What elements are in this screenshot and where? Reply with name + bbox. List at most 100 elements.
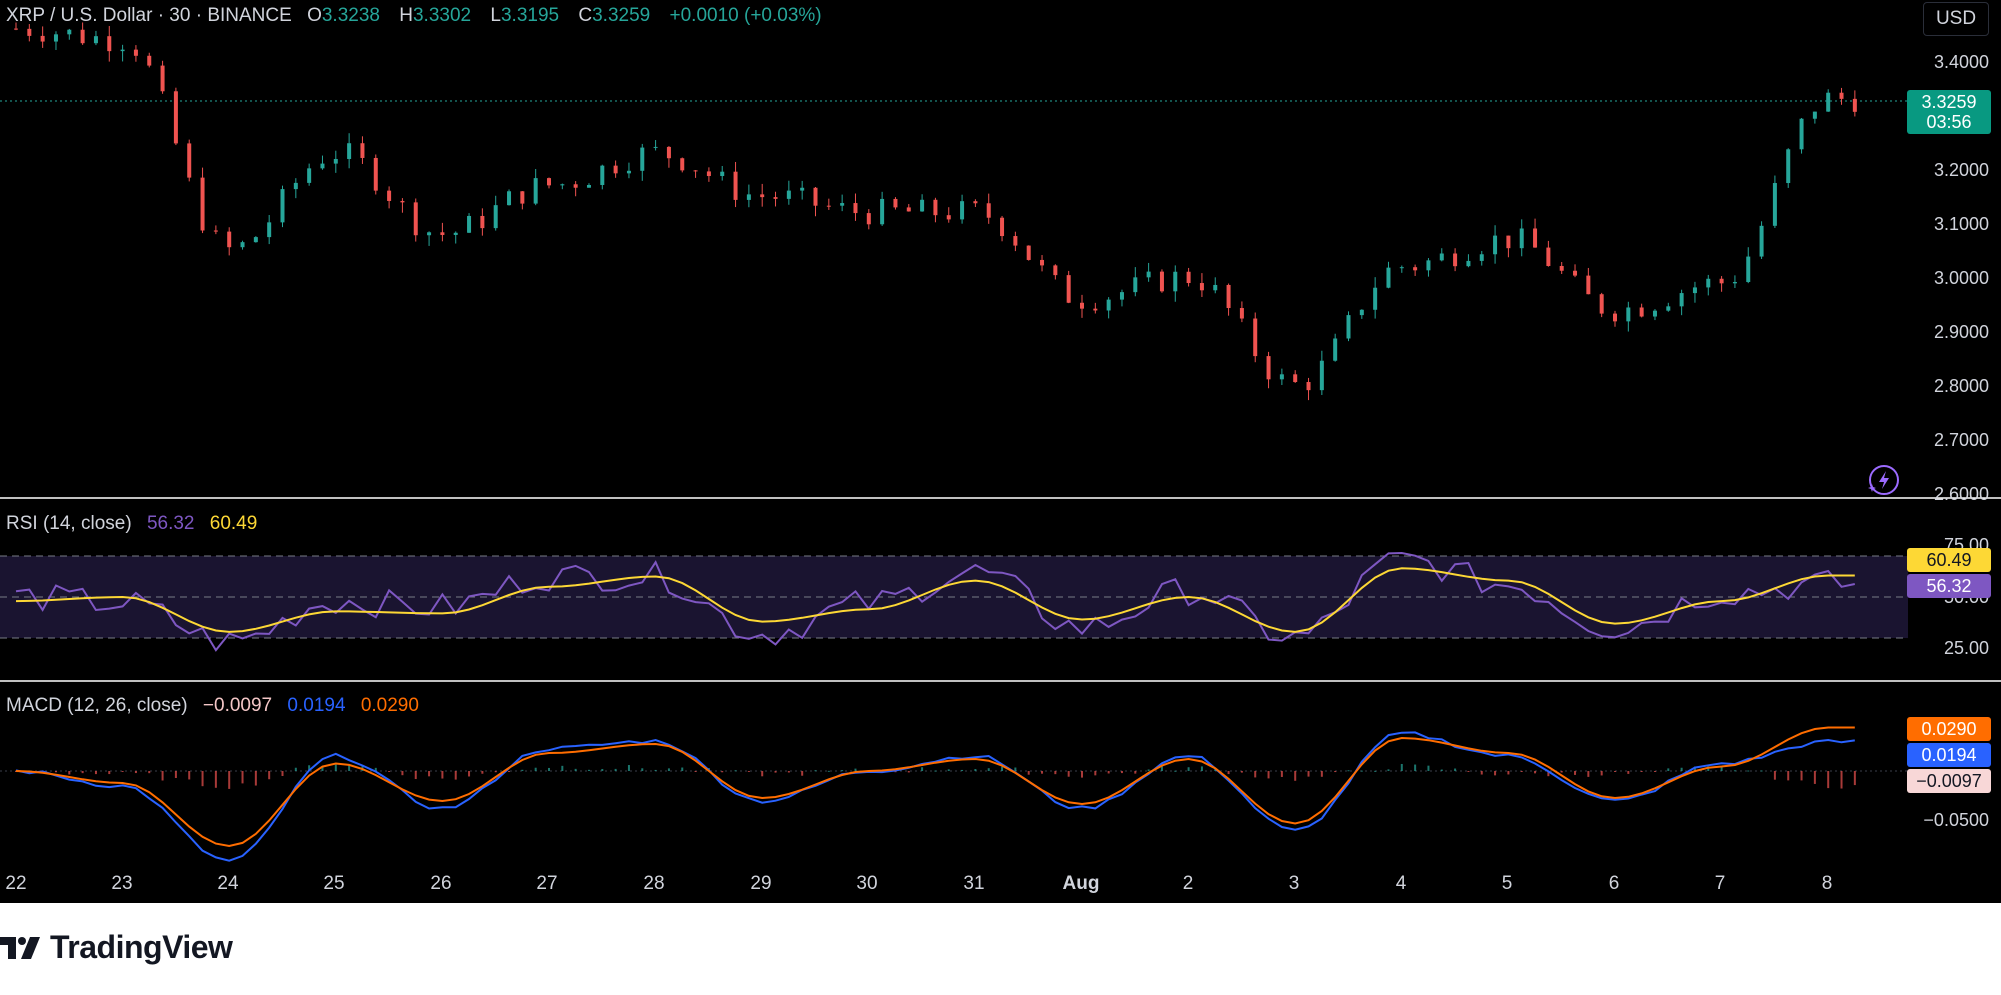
histogram-bar: [134, 771, 137, 774]
price-tick: 3.0000: [1933, 268, 1989, 288]
candle-body: [1000, 217, 1005, 237]
histogram-bar: [441, 771, 444, 779]
histogram-bar: [481, 771, 484, 774]
candle-body: [1186, 271, 1191, 284]
time-tick: 4: [1395, 873, 1407, 894]
candle-body: [1746, 256, 1751, 282]
symbol-title[interactable]: XRP / U.S. Dollar · 30 · BINANCE: [6, 5, 292, 26]
candle-body: [1026, 245, 1031, 260]
candle-body: [1826, 92, 1831, 112]
candle-body: [173, 91, 178, 144]
candle-body: [1426, 260, 1431, 271]
low-label: L: [490, 5, 501, 26]
histogram-bar: [1041, 771, 1044, 774]
histogram-bar: [1787, 771, 1790, 781]
candle-body: [1106, 299, 1111, 311]
lightning-icon[interactable]: [1868, 465, 1899, 495]
rsi-badge: 56.32: [1907, 574, 1991, 598]
candle-body: [387, 190, 392, 201]
tradingview-logo[interactable]: TradingView: [0, 929, 233, 966]
candle-body: [1293, 374, 1298, 383]
candle-body: [1719, 278, 1724, 284]
signal-line: [15, 726, 1855, 848]
histogram-bar: [1120, 771, 1123, 774]
candle-body: [1772, 183, 1777, 226]
histogram-bar: [161, 771, 164, 781]
candle-body: [1239, 308, 1244, 319]
candle-body: [507, 191, 512, 206]
last-price-badge[interactable]: 3.3259 03:56: [1907, 90, 1991, 134]
histogram-bar: [1813, 771, 1816, 784]
histogram-bar: [1653, 771, 1656, 772]
candle-body: [213, 230, 218, 232]
candle-body: [1839, 92, 1844, 99]
histogram-bar: [1494, 771, 1497, 776]
candle-body: [920, 199, 925, 212]
candle-body: [1133, 277, 1138, 293]
candle-body: [53, 34, 58, 42]
histogram-bar: [681, 767, 684, 771]
macd-histogram: [15, 763, 1856, 789]
macd-tick: −0.0500: [1923, 810, 1989, 830]
candle-body: [906, 207, 911, 212]
candle-body: [826, 205, 831, 207]
histogram-bar: [1507, 771, 1510, 775]
time-tick: Aug: [1062, 873, 1100, 894]
rsi-legend-label[interactable]: RSI (14, close): [6, 513, 132, 534]
time-tick: 3: [1288, 873, 1300, 894]
tradingview-logo-icon: [0, 936, 40, 959]
open-value: 3.3238: [321, 5, 380, 26]
candle-body: [1319, 360, 1324, 391]
histogram-bar: [1773, 771, 1776, 780]
histogram-bar: [1840, 771, 1843, 789]
histogram-bar: [1534, 771, 1537, 774]
candle-body: [973, 201, 978, 204]
histogram-bar: [148, 771, 151, 774]
candle-body: [1080, 302, 1084, 309]
candle-body: [40, 35, 45, 42]
histogram-bar: [921, 767, 924, 771]
candle-body: [493, 205, 498, 229]
time-tick: 8: [1821, 873, 1833, 894]
currency-button[interactable]: USD: [1923, 2, 1989, 36]
histogram-bar: [1720, 766, 1723, 771]
main-legend: XRP / U.S. Dollar · 30 · BINANCE O3.3238…: [6, 5, 832, 27]
candle-body: [760, 194, 765, 198]
histogram-bar: [1640, 771, 1643, 772]
histogram-bar: [321, 766, 324, 771]
candle-body: [786, 190, 791, 199]
candle-body: [80, 29, 85, 44]
histogram-bar: [54, 771, 57, 773]
candle-body: [733, 171, 738, 200]
histogram-bar: [1320, 771, 1323, 777]
macd-legend-label[interactable]: MACD (12, 26, close): [6, 695, 188, 716]
candle-body: [933, 199, 938, 216]
candle-body: [1812, 111, 1817, 119]
histogram-bar: [1387, 769, 1390, 771]
chart-canvas[interactable]: [0, 0, 2001, 903]
candle-body: [800, 187, 805, 191]
candle-body: [1266, 356, 1271, 380]
histogram-bar: [254, 771, 257, 786]
candle-body: [986, 203, 991, 218]
price-candles: [14, 22, 1857, 401]
candle-body: [1692, 287, 1697, 294]
histogram-bar: [1427, 765, 1430, 771]
histogram-bar: [521, 769, 524, 771]
open-label: O: [307, 5, 322, 26]
candle-body: [320, 163, 325, 169]
candle-body: [400, 200, 405, 203]
histogram-bar: [494, 771, 497, 773]
candle-body: [586, 184, 591, 188]
candle-body: [1253, 318, 1258, 357]
candle-body: [1519, 228, 1524, 249]
histogram-bar: [1853, 771, 1856, 786]
histogram-bar: [667, 768, 670, 771]
candle-body: [640, 147, 645, 171]
chart-area[interactable]: XRP / U.S. Dollar · 30 · BINANCE O3.3238…: [0, 0, 2001, 903]
time-tick: 26: [430, 873, 452, 894]
candle-body: [200, 177, 205, 231]
candle-body: [1053, 265, 1058, 276]
close-value: 3.3259: [592, 5, 651, 26]
candle-body: [1213, 284, 1218, 291]
